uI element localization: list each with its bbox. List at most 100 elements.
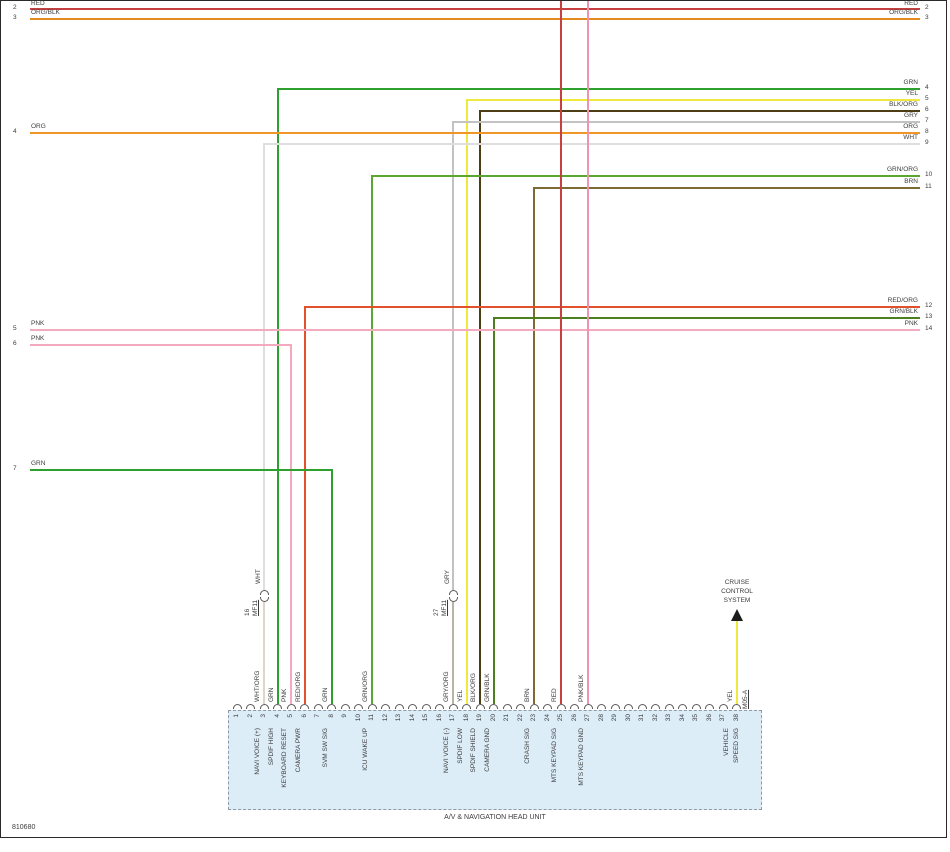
wire-grn-blk-to-pin20-seg-1 (492, 317, 495, 704)
pin-socket-23 (529, 704, 539, 709)
wire-red-org-to-pin6-seg-1 (303, 306, 306, 704)
pin-function-label: SPEED SIG (732, 728, 740, 764)
pin-number-24: 24 (543, 714, 551, 722)
pin-wire-color-label: GRN/ORG (362, 670, 369, 702)
pin-wire-color-label: RED/ORG (294, 671, 302, 702)
wire-grn-org-to-pin11-seg-0 (371, 175, 920, 177)
head-unit-label: A/V & NAVIGATION HEAD UNIT (444, 814, 546, 821)
pin-socket-34 (678, 704, 687, 709)
pin-function-label: SVM SW SIG (321, 728, 329, 768)
inline-connector-upper-arc (259, 590, 269, 595)
inline-connector-id: MF11 (441, 599, 448, 616)
inline-connector-id: MF11 (252, 599, 259, 616)
pin-wire-color-label: BRN (524, 688, 531, 702)
wire-org-bus-left-color-label: ORG (31, 123, 46, 130)
wire-gry-to-mf11-seg-1 (452, 121, 454, 590)
pin-socket-12 (381, 704, 390, 709)
pin-number-35: 35 (692, 714, 699, 722)
pin-socket-26 (570, 704, 579, 709)
pin-function-label: SPDIF SHIELD (470, 728, 477, 773)
wire-wht-to-mf11-right-number: 9 (925, 139, 929, 146)
wire-grn-org-to-pin11-seg-1 (371, 175, 373, 704)
inline-connector-lower-arc (448, 597, 458, 602)
pin-function-label: NAVI VOICE (-) (443, 728, 450, 774)
pin-function-label: NAVI VOICE (+) (254, 728, 261, 775)
pin-function-label: CAMERA GND (483, 728, 491, 772)
wire-org-blk-bus-seg-0 (30, 18, 920, 20)
pin-socket-19 (475, 704, 485, 709)
pin-wire-color-label: GRN/BLK (483, 673, 491, 702)
cruise-control-system-label-line-3: SYSTEM (723, 597, 751, 604)
wire-pnk-to-pin5-seg-1 (290, 344, 292, 704)
pin-socket-15 (421, 704, 431, 709)
cruise-control-system-label-line-1: CRUISE (724, 579, 750, 586)
pin-number-30: 30 (624, 714, 632, 722)
pin-wire-color-label: BLK/ORG (470, 673, 477, 702)
wire-grn-to-pin8-seg-0 (30, 469, 331, 471)
pin-socket-6 (300, 704, 309, 709)
wire-grn-to-pin4-seg-0 (276, 88, 920, 90)
pin-socket-33 (664, 704, 674, 709)
off-page-arrow-icon (731, 609, 743, 621)
pin-number-13: 13 (395, 714, 402, 722)
pin-socket-29 (610, 704, 620, 709)
wire-org-blk-bus-right-number: 3 (925, 14, 929, 21)
pin-socket-21 (502, 704, 512, 709)
pin-function-label: CRASH SIG (524, 728, 531, 764)
pin-socket-30 (624, 704, 633, 709)
pin-socket-24 (543, 704, 552, 709)
wire-pnk-to-pin5-left-color-label: PNK (31, 335, 45, 342)
pin-number-15: 15 (422, 714, 429, 722)
pin-number-26: 26 (570, 714, 578, 722)
pin-number-5: 5 (287, 714, 294, 718)
wire-grn-blk-to-pin20-seg-0 (492, 317, 920, 319)
pin-number-31: 31 (638, 714, 645, 722)
wire-grn-blk-to-pin20-right-number: 13 (925, 313, 933, 320)
wire-yel-to-pin18-right-color-label: YEL (905, 90, 918, 97)
wire-red-org-to-pin6-right-number: 12 (925, 302, 933, 309)
wire-org-bus-seg-0 (30, 132, 920, 134)
wire-pnk-bus-left-number: 5 (13, 325, 17, 332)
pin-number-10: 10 (354, 714, 362, 722)
wire-grn-to-pin8-left-number: 7 (13, 465, 17, 472)
wire-blk-org-to-pin19-right-color-label: BLK/ORG (889, 101, 918, 108)
wire-org-bus-left-number: 4 (13, 128, 17, 135)
wire-grn-org-to-pin11-right-color-label: GRN/ORG (886, 166, 918, 173)
wire-blk-org-to-pin19-seg-0 (479, 110, 920, 112)
pin-number-22: 22 (516, 714, 524, 722)
wire-grn-org-to-pin11-right-number: 10 (925, 171, 933, 178)
pin-socket-16 (435, 704, 444, 709)
pin-number-7: 7 (314, 714, 321, 718)
pin-socket-10 (354, 704, 363, 709)
inline-connector-upper-arc (448, 590, 458, 595)
external-connector-ref: M05-A (742, 689, 749, 709)
wire-red-bus-right-number: 2 (925, 4, 929, 11)
pin-number-1: 1 (233, 714, 240, 718)
wire-org-blk-bus-right-color-label: ORG/BLK (889, 9, 918, 16)
pin-socket-2 (246, 704, 255, 709)
pin-number-27: 27 (584, 714, 591, 722)
wire-org-blk-bus-left-number: 3 (13, 14, 17, 21)
diagram-id-number: 810680 (12, 824, 36, 831)
wire-pnk-to-pin5-left-number: 6 (13, 340, 17, 347)
wire-yel-to-pin38-seg-0 (735, 621, 738, 704)
wire-gry-to-mf11-seg-0 (452, 121, 920, 123)
pin-number-4: 4 (273, 714, 281, 718)
inline-connector-pin-number: 27 (433, 608, 440, 616)
pin-socket-37 (718, 704, 728, 709)
pin-socket-4 (273, 704, 282, 709)
wire-grn-to-pin8-seg-1 (330, 469, 333, 704)
wire-blk-org-to-pin19-seg-1 (479, 110, 481, 704)
pin-socket-27 (583, 704, 593, 709)
pin-socket-8 (327, 704, 336, 709)
wire-grn-to-pin4-right-number: 4 (925, 84, 929, 91)
pin-socket-9 (340, 704, 350, 709)
pin-function-label: MTS KEYPAD SIG (551, 728, 558, 783)
wire-wht-to-mf11-right-color-label: WHT (903, 134, 918, 141)
pin-socket-11 (367, 704, 377, 709)
pin-socket-35 (691, 704, 701, 709)
wire-brn-to-pin23-seg-1 (533, 187, 535, 704)
wire-grn-to-pin8-left-color-label: GRN (31, 460, 46, 467)
